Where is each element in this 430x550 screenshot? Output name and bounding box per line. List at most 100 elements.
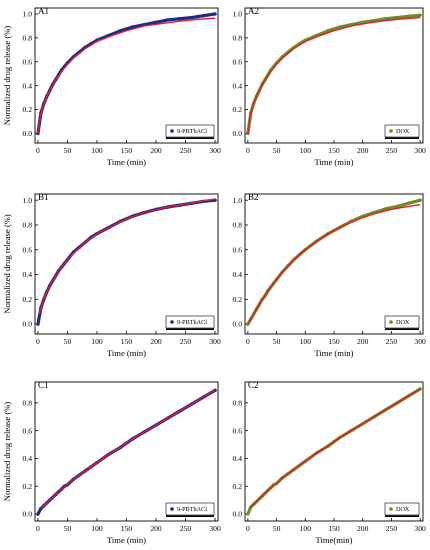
y-tick-label: 0.8 xyxy=(23,221,33,230)
y-tick-label: 1.0 xyxy=(233,10,243,19)
legend-marker xyxy=(170,507,174,511)
panel-letter: A2 xyxy=(248,6,259,16)
y-tick-label: 1.0 xyxy=(233,196,243,205)
panel-letter: B1 xyxy=(38,192,49,202)
x-tick-label: 200 xyxy=(150,524,162,533)
x-tick-label: 150 xyxy=(121,337,133,346)
legend-box xyxy=(384,315,420,329)
x-axis-label: Time (min) xyxy=(107,348,146,358)
y-tick-label: 0.8 xyxy=(23,33,33,42)
y-tick-label: 0.2 xyxy=(23,295,33,304)
legend: 9-PBThACl xyxy=(165,124,215,139)
panel-c1: 0 50 100 150 200 250 300 0.0 0.2 0.4 0.6 0.8 C1 Time … xyxy=(2,380,221,545)
fit-line xyxy=(38,198,216,315)
plot-area xyxy=(36,388,217,516)
x-tick-label: 100 xyxy=(300,146,312,155)
y-tick-label: 1.0 xyxy=(23,10,33,19)
x-tick-label: 150 xyxy=(328,337,340,346)
y-tick-label: 0.0 xyxy=(233,320,243,329)
x-tick-label: 300 xyxy=(209,337,221,346)
x-tick-label: 250 xyxy=(180,337,192,346)
y-axis-label: Normalized drug release (%) xyxy=(2,214,12,314)
panel-letter: B2 xyxy=(248,192,259,202)
y-tick-label: 0.0 xyxy=(23,320,33,329)
legend-label: DOX xyxy=(396,506,410,513)
data-series-band xyxy=(246,198,422,326)
x-tick-label: 250 xyxy=(180,524,192,533)
x-tick-label: 300 xyxy=(414,337,426,346)
panel-c2: 0 50 100 150 200 250 300 0.0 0.2 0.4 0.6 0.8 C2 Time(… xyxy=(233,380,427,545)
data-series-band xyxy=(36,388,217,516)
legend-box xyxy=(165,502,215,516)
x-tick-label: 200 xyxy=(150,146,162,155)
x-tick-label: 0 xyxy=(246,337,250,346)
x-tick-label: 100 xyxy=(91,524,103,533)
y-tick-label: 0.4 xyxy=(233,270,243,279)
y-tick-label: 0.2 xyxy=(233,295,243,304)
x-tick-label: 300 xyxy=(209,146,221,155)
data-series-band xyxy=(246,13,422,136)
x-tick-label: 250 xyxy=(386,524,398,533)
panel-letter: C1 xyxy=(38,380,49,390)
legend: DOX xyxy=(384,315,420,331)
plot-area xyxy=(36,12,217,136)
x-tick-label: 250 xyxy=(180,146,192,155)
y-tick-label: 0.4 xyxy=(23,454,33,463)
x-tick-label: 150 xyxy=(328,146,340,155)
legend-label: DOX xyxy=(396,319,410,326)
fit-line xyxy=(40,389,216,509)
x-tick-label: 200 xyxy=(357,337,369,346)
x-tick-label: 50 xyxy=(273,337,281,346)
x-axis-label: Time (min) xyxy=(314,157,353,167)
y-tick-label: 0.6 xyxy=(233,57,243,66)
legend-label: 9-PBThACl xyxy=(177,128,207,135)
y-tick-label: 0.0 xyxy=(233,510,243,519)
legend: DOX xyxy=(384,502,420,518)
x-tick-label: 100 xyxy=(300,524,312,533)
y-tick-label: 0.2 xyxy=(23,105,33,114)
x-axis-label: Time(min) xyxy=(316,535,353,545)
y-tick-label: 0.2 xyxy=(23,482,33,491)
x-tick-label: 300 xyxy=(209,524,221,533)
y-tick-label: 0.0 xyxy=(233,129,243,138)
data-series-band xyxy=(36,12,217,136)
legend-marker xyxy=(170,320,174,324)
y-tick-label: 0.8 xyxy=(23,398,33,407)
legend-label: DOX xyxy=(396,128,410,135)
legend-box xyxy=(384,502,420,516)
x-tick-label: 50 xyxy=(273,146,281,155)
legend-label: 9-PBThACl xyxy=(177,506,207,513)
y-tick-label: 0.8 xyxy=(233,398,243,407)
x-tick-label: 50 xyxy=(64,146,72,155)
x-tick-label: 200 xyxy=(150,337,162,346)
x-tick-label: 150 xyxy=(121,524,133,533)
fit-line xyxy=(247,203,421,325)
y-tick-label: 0.6 xyxy=(233,245,243,254)
legend-box xyxy=(165,124,215,138)
panel-letter: A1 xyxy=(38,6,49,16)
y-axis-label: Normalized drug release (%) xyxy=(2,26,12,126)
y-tick-label: 0.4 xyxy=(23,81,33,90)
y-tick-label: 0.4 xyxy=(233,81,243,90)
x-tick-label: 50 xyxy=(64,337,72,346)
y-tick-label: 1.0 xyxy=(23,196,33,205)
x-tick-label: 0 xyxy=(36,337,40,346)
legend: 9-PBThACl xyxy=(165,502,215,518)
plot-frame xyxy=(244,193,424,335)
y-tick-label: 0.6 xyxy=(23,426,33,435)
legend-box xyxy=(165,315,215,329)
fit-line xyxy=(247,16,421,134)
plot-area xyxy=(36,198,217,326)
legend-label: 9-PBThACl xyxy=(177,319,207,326)
x-tick-label: 100 xyxy=(300,337,312,346)
y-tick-label: 0.2 xyxy=(233,105,243,114)
data-series-band xyxy=(246,387,422,516)
panel-b1: 0 50 100 150 200 250 300 0.0 0.2 0.4 0.6 0.8 1.0 B1 Ti… xyxy=(2,192,221,358)
legend: 9-PBThACl xyxy=(165,315,215,331)
y-tick-label: 0.0 xyxy=(23,510,33,519)
legend-marker xyxy=(389,320,393,324)
panel-b2: 0 50 100 150 200 250 300 0.0 0.2 0.4 0.6 0.8 1.0 B2 Ti… xyxy=(233,192,427,358)
y-tick-label: 0.2 xyxy=(233,482,243,491)
x-tick-label: 0 xyxy=(246,146,250,155)
